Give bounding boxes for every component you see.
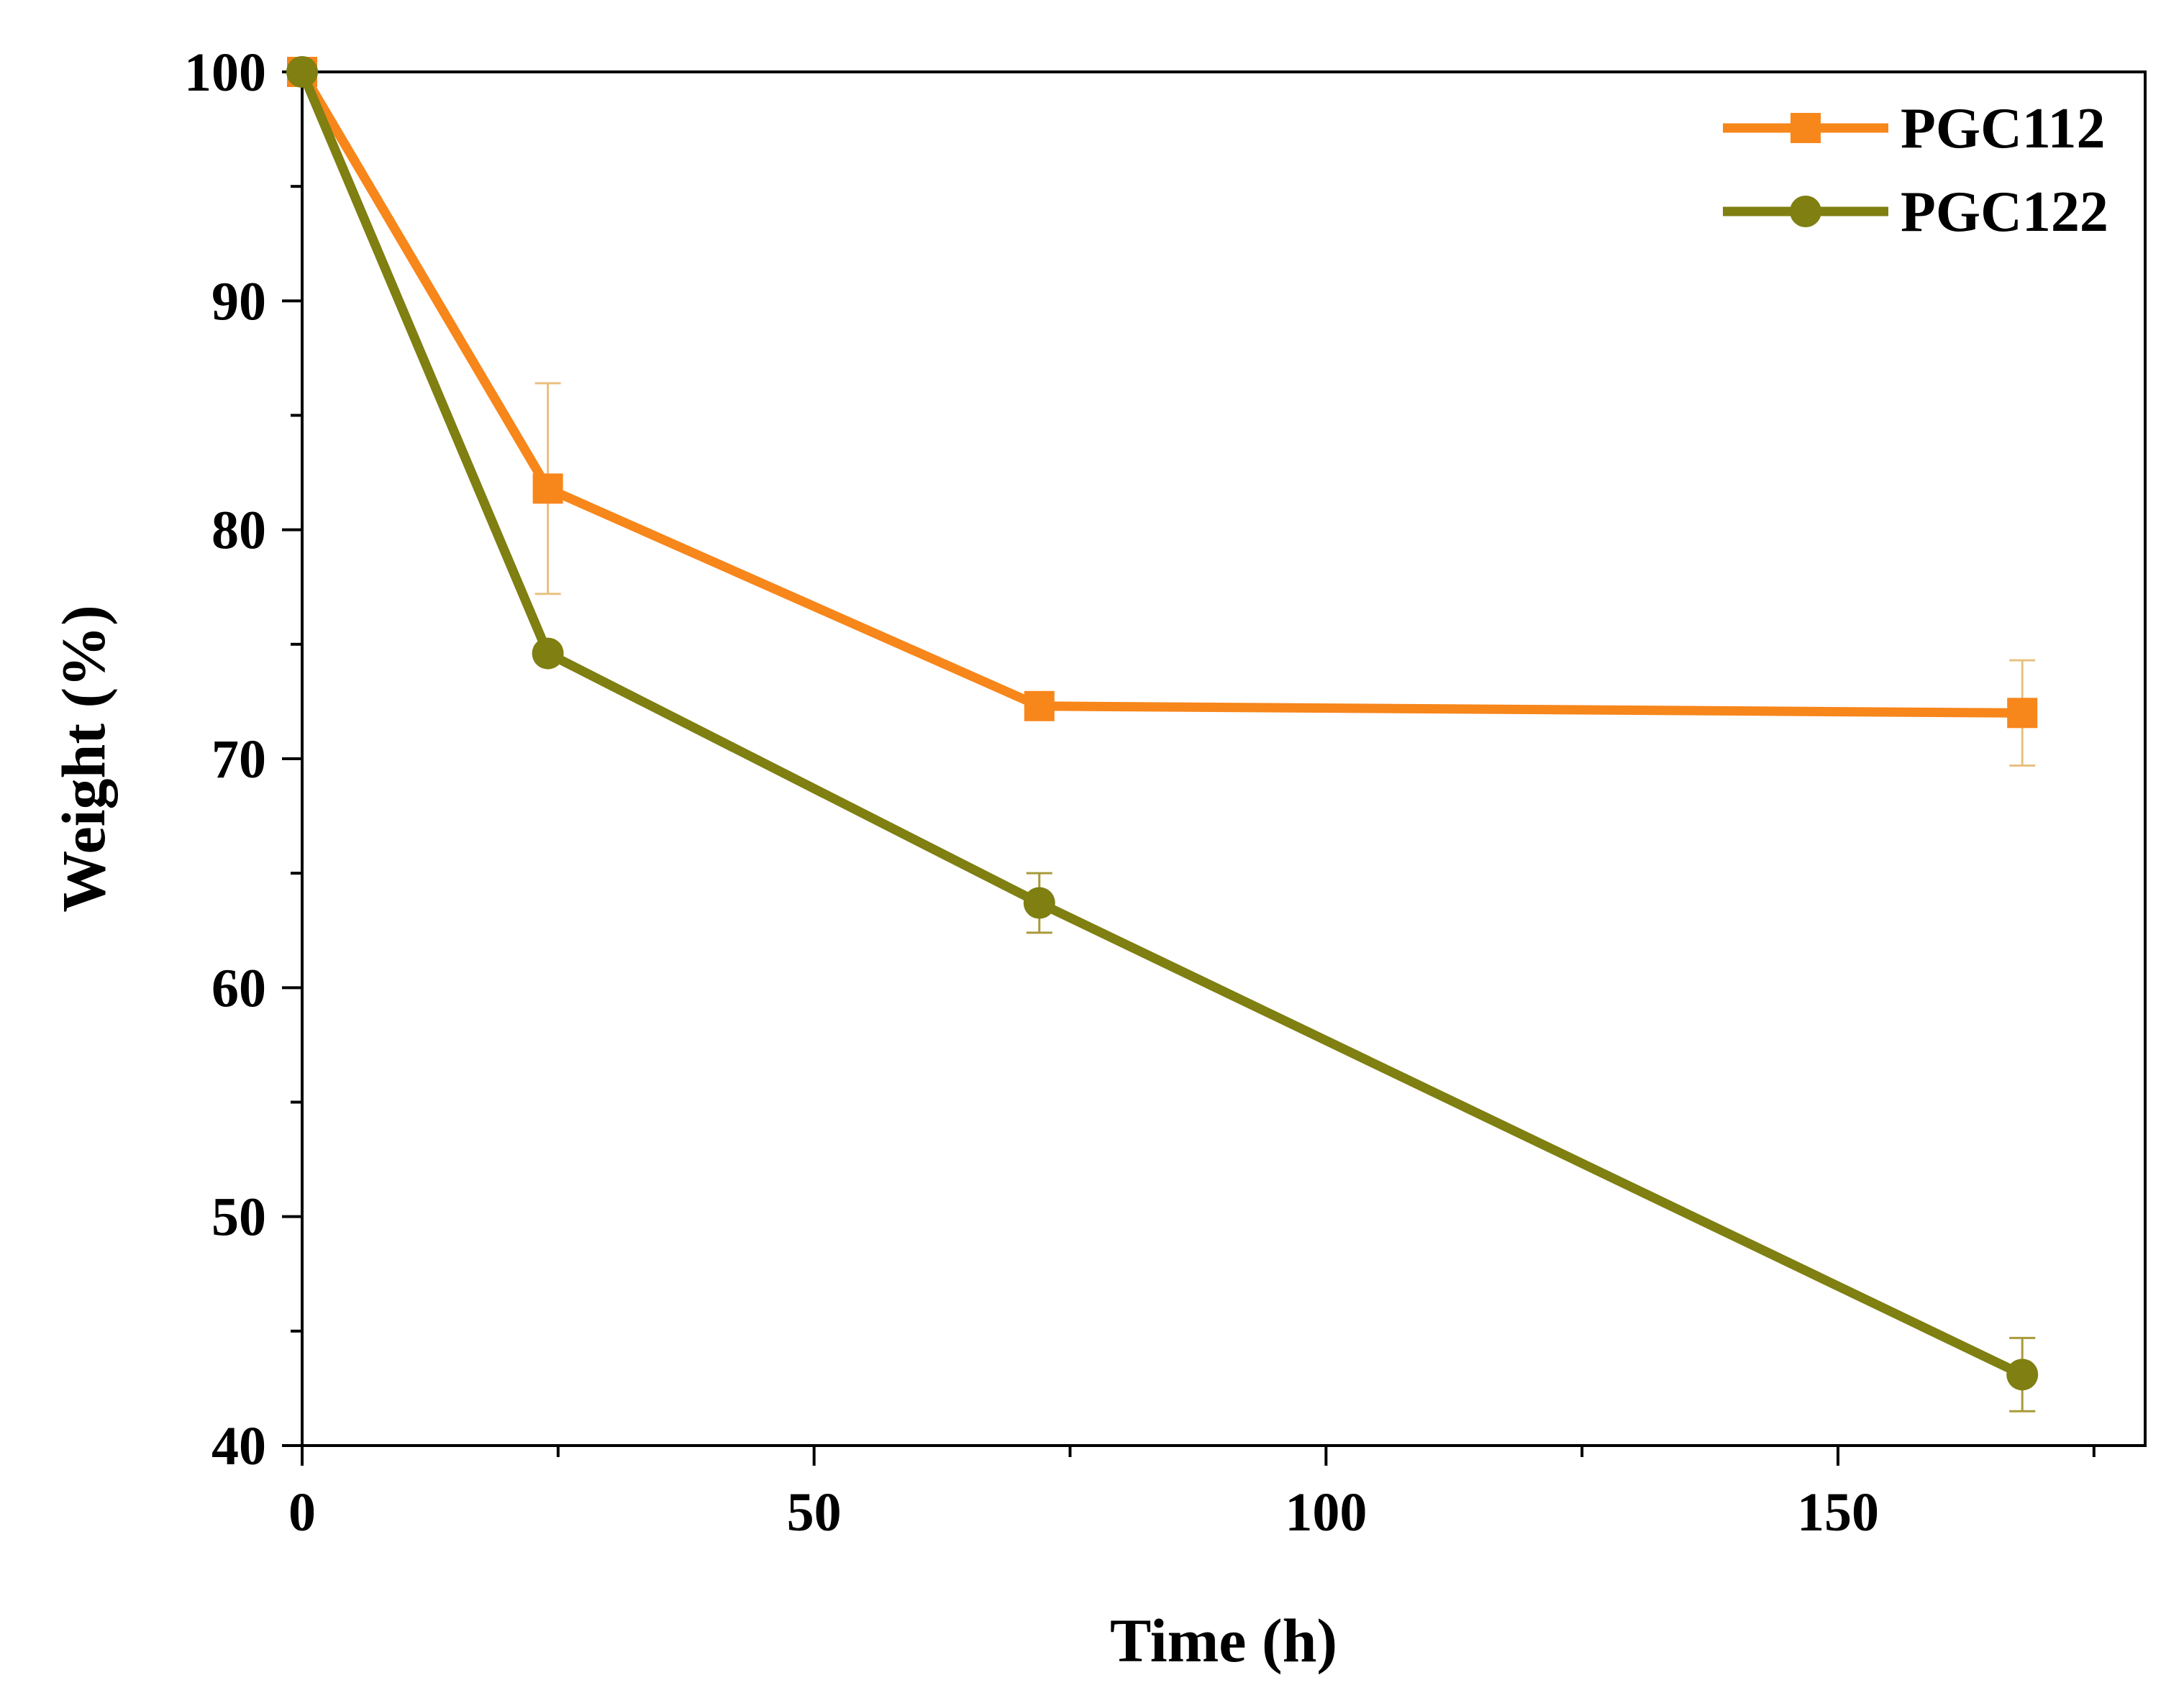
- series-line-PGC112: [297, 67, 2027, 718]
- y-tick-label: 50: [211, 1187, 266, 1248]
- series-line-PGC122: [297, 67, 2027, 1379]
- x-tick-label: 50: [787, 1482, 842, 1543]
- x-axis-label: Time (h): [1110, 1606, 1337, 1675]
- x-tick-label: 150: [1797, 1482, 1879, 1543]
- data-point-PGC112: [532, 473, 563, 504]
- y-tick-label: 90: [211, 271, 266, 332]
- data-point-PGC112: [2007, 698, 2038, 729]
- x-tick-label: 0: [288, 1482, 316, 1543]
- legend-marker-PGC112: [1791, 113, 1821, 143]
- y-tick-label: 70: [211, 729, 266, 790]
- y-axis-label: Weight (%): [49, 605, 118, 913]
- plot-frame: [301, 70, 2147, 1447]
- x-tick-label: 100: [1285, 1482, 1367, 1543]
- legend-label: PGC122: [1901, 181, 2108, 244]
- data-point-PGC112: [1024, 690, 1055, 721]
- y-tick-label: 80: [211, 501, 266, 561]
- legend-label: PGC112: [1901, 97, 2105, 160]
- data-point-PGC122: [2006, 1359, 2039, 1391]
- data-point-PGC122: [286, 56, 318, 88]
- legend-marker-PGC122: [1790, 196, 1821, 227]
- y-tick-label: 60: [211, 958, 266, 1018]
- y-tick-label: 100: [184, 42, 266, 103]
- y-tick-label: 40: [211, 1416, 266, 1476]
- data-point-PGC122: [1023, 887, 1055, 919]
- data-point-PGC122: [532, 637, 564, 670]
